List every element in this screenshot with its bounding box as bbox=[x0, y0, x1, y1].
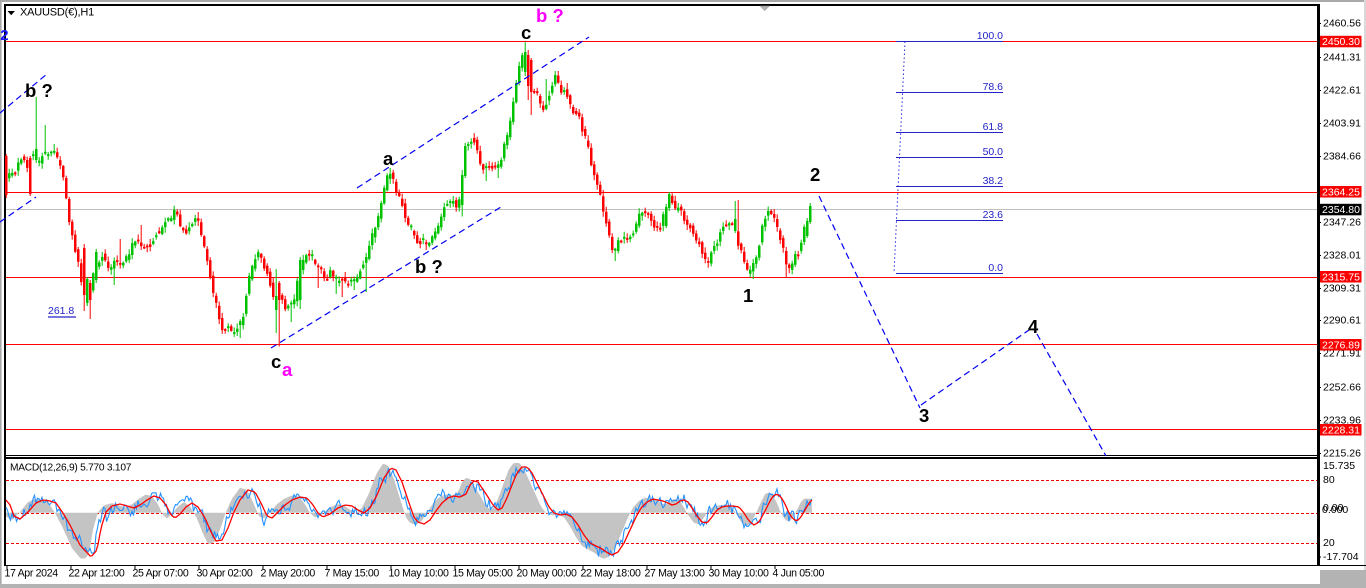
svg-text:2228.31: 2228.31 bbox=[1322, 424, 1360, 436]
svg-text:2 May 20:00: 2 May 20:00 bbox=[261, 568, 316, 580]
svg-text:27 May 13:00: 27 May 13:00 bbox=[645, 568, 705, 580]
svg-text:15 May 05:00: 15 May 05:00 bbox=[453, 568, 513, 580]
svg-text:2276.89: 2276.89 bbox=[1322, 339, 1360, 351]
svg-text:30 Apr 02:00: 30 Apr 02:00 bbox=[197, 568, 253, 580]
svg-text:25 Apr 07:00: 25 Apr 07:00 bbox=[133, 568, 189, 580]
svg-text:3: 3 bbox=[919, 405, 929, 426]
svg-text:23.6: 23.6 bbox=[983, 209, 1004, 221]
svg-text:2354.80: 2354.80 bbox=[1322, 204, 1360, 216]
svg-text:c: c bbox=[271, 351, 281, 372]
svg-text:1: 1 bbox=[743, 285, 753, 306]
svg-text:4 Jun 05:00: 4 Jun 05:00 bbox=[773, 568, 825, 580]
svg-text:2309.31: 2309.31 bbox=[1323, 283, 1361, 295]
svg-text:78.6: 78.6 bbox=[983, 81, 1004, 93]
svg-text:20 May 00:00: 20 May 00:00 bbox=[517, 568, 577, 580]
svg-text:a: a bbox=[282, 359, 293, 380]
svg-text:XAUUSD(€),H1: XAUUSD(€),H1 bbox=[20, 7, 94, 19]
svg-text:2422.61: 2422.61 bbox=[1323, 85, 1361, 97]
svg-text:100.0: 100.0 bbox=[977, 30, 1003, 42]
svg-text:10 May 10:00: 10 May 10:00 bbox=[389, 568, 449, 580]
svg-text:7 May 15:00: 7 May 15:00 bbox=[325, 568, 380, 580]
svg-text:2347.26: 2347.26 bbox=[1323, 217, 1361, 229]
svg-text:2315.75: 2315.75 bbox=[1322, 271, 1360, 283]
svg-text:2: 2 bbox=[0, 27, 8, 44]
svg-text:17 Apr 2024: 17 Apr 2024 bbox=[5, 568, 59, 580]
svg-text:b ?: b ? bbox=[415, 256, 443, 277]
svg-text:4: 4 bbox=[1028, 316, 1039, 337]
svg-text:2233.96: 2233.96 bbox=[1323, 415, 1361, 427]
svg-text:MACD(12,26,9) 5.770 3.107: MACD(12,26,9) 5.770 3.107 bbox=[10, 463, 132, 474]
svg-text:2364.25: 2364.25 bbox=[1322, 186, 1360, 198]
svg-text:0.000: 0.000 bbox=[1322, 504, 1348, 516]
svg-text:30 May 10:00: 30 May 10:00 bbox=[709, 568, 769, 580]
svg-text:2403.91: 2403.91 bbox=[1323, 118, 1361, 130]
svg-text:2252.66: 2252.66 bbox=[1323, 382, 1361, 394]
svg-text:20: 20 bbox=[1323, 537, 1335, 549]
svg-text:2: 2 bbox=[810, 164, 820, 185]
svg-text:2215.26: 2215.26 bbox=[1323, 448, 1361, 460]
svg-text:261.8: 261.8 bbox=[48, 305, 74, 317]
svg-text:15.735: 15.735 bbox=[1323, 460, 1355, 472]
svg-text:0.0: 0.0 bbox=[988, 262, 1003, 274]
svg-text:22 Apr 12:00: 22 Apr 12:00 bbox=[69, 568, 125, 580]
svg-text:22 May 18:00: 22 May 18:00 bbox=[581, 568, 641, 580]
svg-text:a: a bbox=[383, 148, 394, 169]
svg-text:38.2: 38.2 bbox=[983, 175, 1004, 187]
svg-text:2290.61: 2290.61 bbox=[1323, 315, 1361, 327]
svg-text:b ?: b ? bbox=[536, 5, 564, 26]
svg-text:b ?: b ? bbox=[25, 80, 53, 101]
svg-text:2450.30: 2450.30 bbox=[1322, 36, 1360, 48]
svg-text:c: c bbox=[521, 22, 531, 43]
svg-text:50.0: 50.0 bbox=[983, 146, 1004, 158]
svg-text:2384.66: 2384.66 bbox=[1323, 151, 1361, 163]
svg-text:2328.01: 2328.01 bbox=[1323, 250, 1361, 262]
svg-text:80: 80 bbox=[1323, 474, 1335, 486]
svg-text:0.00: 0.00 bbox=[1323, 502, 1344, 514]
svg-text:2460.56: 2460.56 bbox=[1323, 18, 1361, 30]
svg-text:61.8: 61.8 bbox=[983, 121, 1004, 133]
svg-text:2441.31: 2441.31 bbox=[1323, 52, 1361, 64]
svg-text:-17.704: -17.704 bbox=[1323, 551, 1359, 563]
